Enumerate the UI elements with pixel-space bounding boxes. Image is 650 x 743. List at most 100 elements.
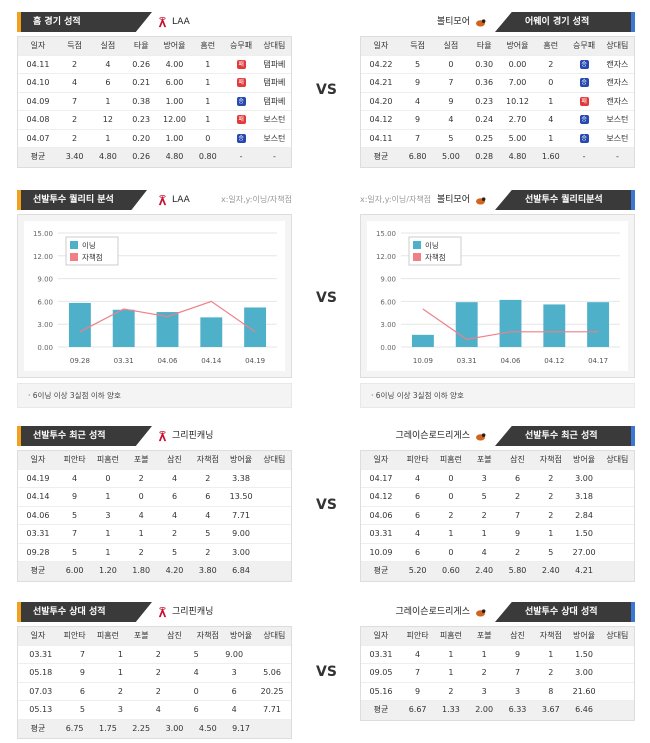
laa-pitcher-vs-tab: 선발투수 상대 성적	[17, 602, 152, 622]
result-badge: 패	[224, 74, 257, 92]
y-tick-label: 6.00	[37, 298, 53, 306]
table-cell: 6	[514, 473, 521, 483]
table-cell: 6.80	[408, 152, 427, 161]
table-cell: 27.00	[572, 547, 596, 557]
angels-logo-icon	[158, 606, 167, 617]
table-cell	[258, 544, 291, 562]
table-cell: 상대팀	[606, 455, 629, 464]
table-cell	[601, 646, 634, 664]
x-tick-label: 04.14	[201, 357, 222, 365]
table-cell: 5	[72, 510, 78, 520]
table-cell: 5	[72, 547, 78, 557]
table-cell: 방어율	[573, 631, 596, 640]
table-cell: 0.26	[132, 152, 151, 161]
table-cell: 0.23	[475, 96, 494, 106]
table-cell: 2	[155, 649, 161, 659]
y-tick-label: 0.00	[37, 344, 53, 352]
table-cell: 방어율	[230, 631, 253, 640]
table-cell: 7	[79, 649, 85, 659]
loss-badge: 패	[236, 115, 246, 124]
table-cell: 10.12	[506, 96, 529, 106]
laa-team-name: LAA	[172, 195, 190, 205]
table-cell: 1	[448, 668, 454, 677]
table-cell: 2	[548, 492, 554, 501]
table-cell: 0.21	[132, 78, 151, 87]
table-cell: 일자	[30, 631, 46, 640]
table-cell	[258, 488, 291, 506]
table-cell: 1.00	[165, 133, 184, 143]
table-row: 03.31 7 1 1 2 5 9.00	[18, 525, 291, 544]
legend-label: 이닝	[82, 240, 96, 250]
table-cell: 4.80	[98, 152, 117, 161]
table-cell: 9	[415, 686, 421, 696]
bal-quality-panel: x:일자,y:이닝/자책점 볼티모어 선발투수 퀄리티분석 15.00 12.00…	[360, 190, 635, 408]
table-row: 09.28 5 1 2 5 2 3.00	[18, 544, 291, 562]
table-cell: 3.00	[575, 473, 593, 483]
laa-chart-svg: 15.00 12.00 9.00 6.00 3.00 0.00 09.28 03.31 04.0…	[33, 230, 277, 365]
win-badge: 승	[579, 59, 589, 69]
table-cell: 삼진	[510, 631, 525, 640]
orioles-logo-icon	[476, 196, 487, 205]
bal-chart-svg: 15.00 12.00 9.00 6.00 3.00 0.00 10.09 03.31 04.0…	[376, 230, 620, 365]
table-cell: 9.00	[225, 649, 244, 659]
result-badge: 승	[224, 93, 257, 111]
table-cell: 3.00	[575, 668, 593, 677]
table-cell: 12	[102, 115, 113, 124]
table-cell: 보스턴	[263, 115, 286, 124]
table-cell: 12.00	[163, 115, 186, 124]
table-cell: 실점	[443, 41, 459, 50]
bar	[244, 307, 267, 347]
table-cell: 2	[138, 473, 144, 483]
win-badge: 승	[236, 133, 246, 143]
table-row: 03.31 7 1 2 5 9.00	[18, 646, 291, 664]
table-cell: 2	[448, 510, 454, 520]
table-cell: 1	[205, 78, 211, 87]
table-cell: 1	[448, 529, 454, 538]
table-cell: 4	[205, 510, 211, 520]
table-cell: 캔자스	[606, 59, 629, 69]
away-record-table: 일자 득점 실점 타율 방어율 홈런 승무패 상대팀 04.22 5 0 0.30 0.00 2 승 캔자스 0…	[360, 36, 635, 168]
bar	[455, 302, 478, 347]
table-cell: 0	[138, 492, 144, 501]
table-cell: 03.31	[26, 529, 50, 538]
x-tick-label: 04.19	[245, 357, 265, 365]
table-cell: 4	[138, 510, 144, 520]
table-cell: 3	[481, 686, 487, 696]
table-cell: 5	[193, 649, 199, 659]
table-cell: 04.08	[26, 115, 50, 124]
table-cell: 4.50	[198, 723, 217, 733]
table-cell: 7	[72, 529, 78, 538]
table-cell: 2	[72, 59, 78, 69]
table-cell: 2.25	[132, 723, 151, 733]
table-cell: 04.20	[369, 96, 393, 106]
y-tick-label: 12.00	[33, 253, 53, 261]
laa-quality-tab: 선발투수 퀄리티 분석	[17, 190, 147, 210]
table-cell: 7	[514, 510, 521, 520]
table-cell: 6.84	[232, 566, 250, 575]
result-badge: 승	[567, 111, 600, 129]
bar	[587, 302, 610, 347]
table-cell: 방어율	[506, 41, 529, 50]
table-cell: 3.40	[65, 152, 84, 161]
table-cell: 타율	[476, 41, 492, 50]
table-cell: 1	[548, 649, 554, 659]
table-cell	[601, 544, 634, 562]
angels-logo-icon	[158, 16, 167, 27]
table-cell: 9.17	[232, 723, 250, 733]
table-cell: 2.84	[575, 510, 593, 520]
table-row: 03.31 4 1 1 9 1 1.50	[361, 646, 634, 664]
legend-label: 자책점	[425, 252, 446, 262]
table-cell: 3.00	[232, 547, 250, 557]
table-cell: 실점	[100, 41, 116, 50]
table-cell: 0.25	[475, 133, 494, 143]
table-cell: 04.17	[369, 473, 393, 483]
table-row: 05.13 5 3 4 6 4 7.71	[18, 701, 291, 720]
table-cell: 피홈런	[96, 455, 119, 464]
table-cell: 03.31	[29, 649, 53, 659]
away-record-panel: 볼티모어 어웨이 경기 성적 일자 득점 실점 타율 방어율 홈런 승무패 상대팀 04.22 5…	[360, 12, 635, 168]
table-row: 05.16 9 2 3 3 8 21.60	[361, 683, 634, 701]
table-cell	[258, 507, 291, 525]
table-cell: 탬파베	[263, 78, 286, 87]
table-cell: 7	[514, 668, 521, 677]
laa-pitcher-recent-tab: 선발투수 최근 성적	[17, 426, 152, 446]
